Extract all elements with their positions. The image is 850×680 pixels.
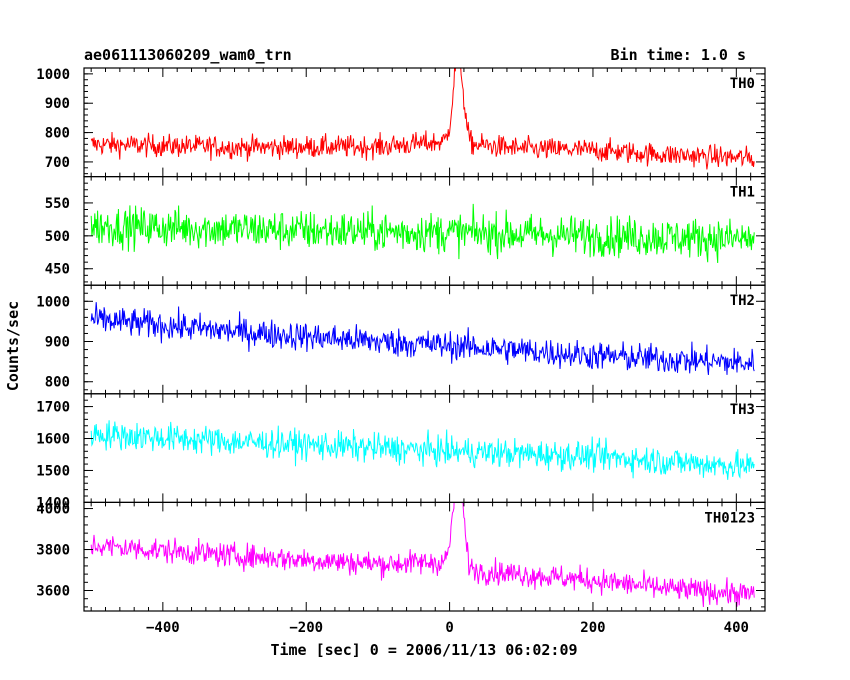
- y-tick-label: 4000: [36, 502, 70, 518]
- y-tick-label: 1000: [36, 294, 70, 310]
- series-line-th1: [90, 203, 755, 264]
- chart-title: ae061113060209_wam0_trn: [84, 46, 292, 64]
- y-tick-label: 900: [45, 96, 70, 112]
- series-line-th3: [90, 420, 755, 480]
- y-tick-label: 450: [45, 262, 70, 278]
- y-tick-label: 700: [45, 155, 70, 171]
- x-tick-label: −200: [289, 620, 323, 636]
- y-tick-label: 900: [45, 335, 70, 351]
- panel-frame: [83, 501, 766, 612]
- panel-th1: 450 500 550 TH1: [45, 176, 766, 286]
- panel-label: TH3: [730, 402, 755, 418]
- series-line-th0: [90, 68, 755, 170]
- x-tick-label: 400: [724, 620, 749, 636]
- bin-time-label: Bin time: 1.0 s: [611, 46, 746, 64]
- y-tick-label: 800: [45, 375, 70, 391]
- x-tick-label: 0: [445, 620, 453, 636]
- y-tick-label: 1000: [36, 67, 70, 83]
- panel-th0123: 3600 3800 4000 TH0123: [36, 501, 766, 612]
- y-tick-label: 3600: [36, 584, 70, 600]
- x-axis-title: Time [sec] 0 = 2006/11/13 06:02:09: [270, 641, 577, 659]
- y-tick-label: 550: [45, 196, 70, 212]
- x-axis: −400 −200 0 200 400: [146, 620, 749, 636]
- y-tick-label: 500: [45, 229, 70, 245]
- panels: 700 800 900 1000 TH0 450 500 550 TH1 800 900 1000 TH…: [36, 67, 766, 612]
- panel-th0: 700 800 900 1000 TH0: [36, 67, 766, 178]
- series-line-th0123: [90, 502, 755, 608]
- panel-label: TH0123: [704, 510, 755, 526]
- panel-label: TH2: [730, 293, 755, 309]
- y-tick-label: 1600: [36, 432, 70, 448]
- x-tick-label: 200: [580, 620, 605, 636]
- y-axis-title: Counts/sec: [4, 301, 22, 391]
- y-tick-label: 1400: [36, 495, 70, 511]
- x-tick-label: −400: [146, 620, 180, 636]
- panel-frame: [83, 393, 766, 503]
- panel-th3: 1400 1500 1600 1700 TH3: [36, 393, 766, 511]
- panel-label: TH0: [730, 76, 755, 92]
- y-tick-label: 1700: [36, 400, 70, 416]
- series-line-th2: [90, 302, 755, 376]
- panel-th2: 800 900 1000 TH2: [36, 284, 766, 395]
- panel-label: TH1: [730, 185, 755, 201]
- y-tick-label: 3800: [36, 543, 70, 559]
- panel-frame: [83, 284, 766, 395]
- y-tick-label: 1500: [36, 463, 70, 479]
- y-tick-label: 800: [45, 126, 70, 142]
